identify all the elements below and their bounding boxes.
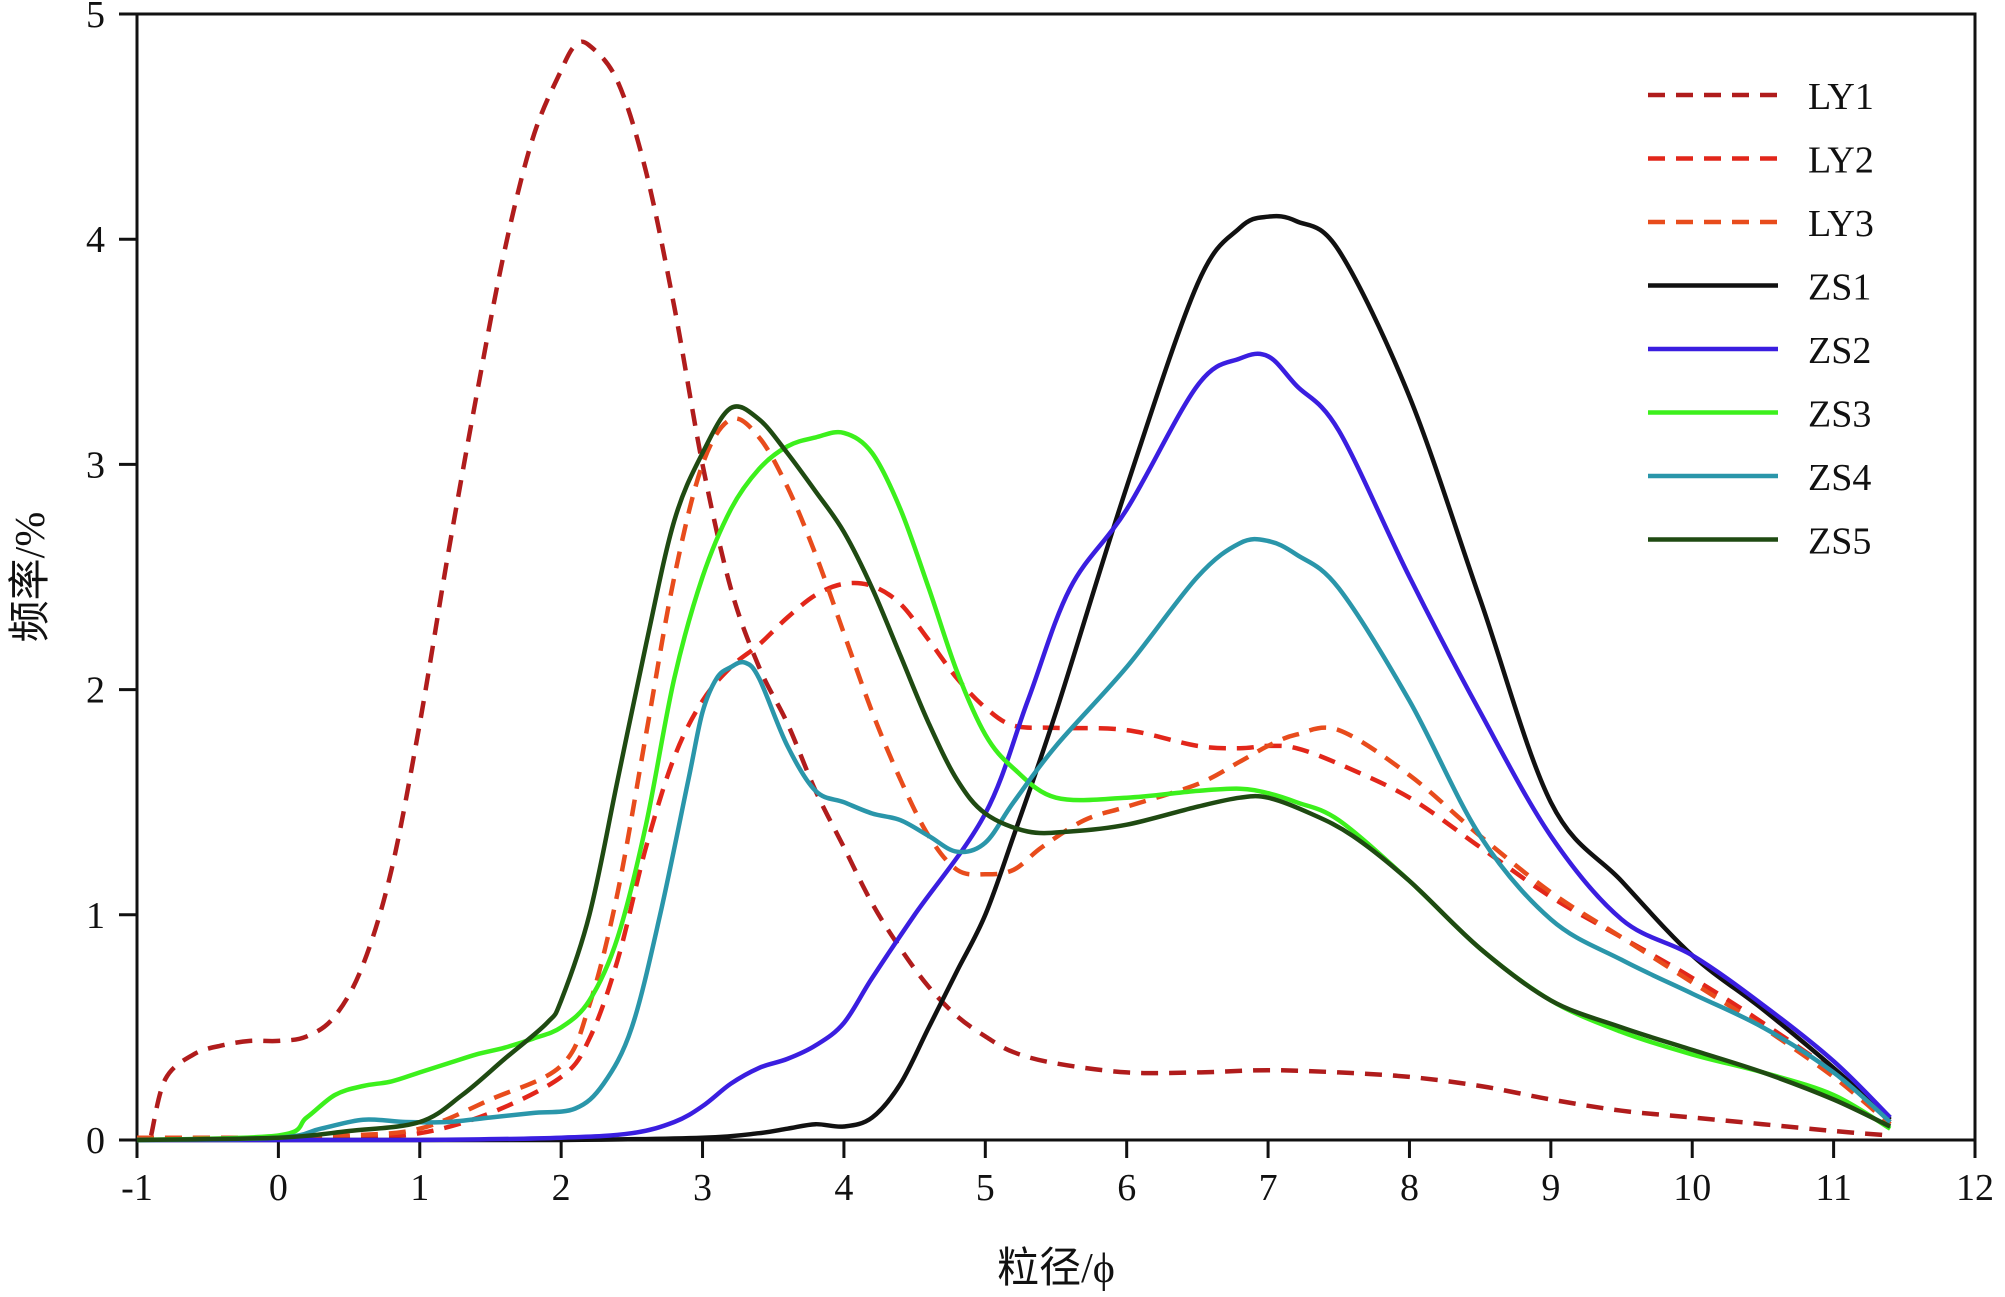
series-line-zs2 — [137, 351, 1892, 1143]
x-tick-label: 6 — [1117, 1167, 1136, 1209]
x-tick-label: 8 — [1400, 1167, 1419, 1209]
series-line-ly2 — [136, 580, 1892, 1141]
y-tick-label: 3 — [86, 444, 105, 486]
series-line-zs5 — [136, 404, 1892, 1143]
legend-label-zs5: ZS5 — [1808, 521, 1871, 563]
y-tick-label: 5 — [86, 0, 105, 36]
legend: LY1 LY2 LY3 ZS1 ZS2 ZS3 ZS4 ZS5 — [1648, 76, 1874, 563]
x-tick-label: 2 — [552, 1167, 571, 1209]
x-tick-label: 12 — [1956, 1167, 1994, 1209]
plot-frame — [135, 12, 1977, 1142]
series-line-zs1 — [137, 213, 1892, 1143]
legend-label-zs2: ZS2 — [1808, 330, 1871, 372]
x-tick-label: -1 — [121, 1167, 153, 1209]
x-tick-label: 3 — [693, 1167, 712, 1209]
y-axis-title: 频率/% — [7, 512, 54, 643]
x-tick-label: 9 — [1541, 1167, 1560, 1209]
legend-label-zs3: ZS3 — [1808, 394, 1871, 436]
y-tick-label: 4 — [86, 219, 105, 261]
legend-label-zs1: ZS1 — [1808, 267, 1871, 309]
series-line-zs4 — [136, 536, 1892, 1143]
x-tick-label: 10 — [1673, 1167, 1711, 1209]
series-line-ly1 — [148, 39, 1891, 1138]
x-tick-label: 1 — [410, 1167, 429, 1209]
x-tick-label: 11 — [1815, 1167, 1852, 1209]
legend-label-ly2: LY2 — [1808, 140, 1874, 182]
x-axis-ticks: -1 0 1 2 3 4 5 6 7 8 9 10 11 12 — [121, 1140, 1994, 1209]
legend-label-ly3: LY3 — [1808, 203, 1874, 245]
x-tick-label: 0 — [269, 1167, 288, 1209]
legend-label-ly1: LY1 — [1808, 76, 1874, 118]
x-axis-title: 粒径/ϕ — [997, 1246, 1115, 1292]
series-layer — [136, 39, 1892, 1143]
x-tick-label: 4 — [834, 1167, 853, 1209]
y-tick-label: 2 — [86, 670, 105, 712]
series-line-zs3 — [136, 429, 1892, 1143]
y-tick-label: 0 — [86, 1120, 105, 1162]
legend-label-zs4: ZS4 — [1808, 457, 1871, 499]
y-axis-ticks: 0 1 2 3 4 5 — [86, 0, 137, 1162]
x-tick-label: 5 — [976, 1167, 995, 1209]
x-tick-label: 7 — [1259, 1167, 1278, 1209]
y-tick-label: 1 — [86, 895, 105, 937]
